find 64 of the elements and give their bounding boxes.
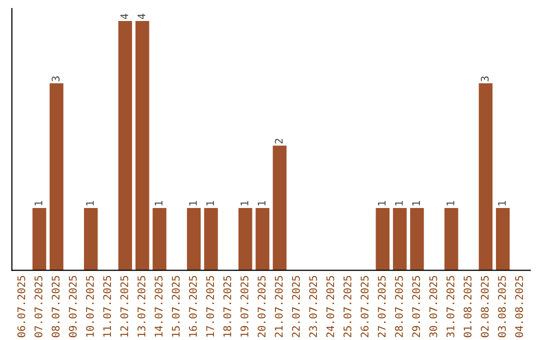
x-tick-label: 06.07.2025 (17, 276, 26, 338)
x-tick-label: 11.07.2025 (103, 276, 112, 337)
bar (186, 208, 201, 270)
data-label: 2 (274, 138, 283, 144)
x-tick-label: 28.07.2025 (394, 276, 403, 338)
data-label: 3 (480, 76, 489, 82)
x-tick-label: 27.07.2025 (378, 276, 386, 338)
x-tick-label: 23.07.2025 (309, 276, 318, 338)
bar (32, 208, 46, 270)
bar (135, 20, 150, 270)
data-label: 1 (378, 201, 386, 206)
bar (478, 83, 493, 270)
bar (238, 208, 252, 270)
x-tick-label: 12.07.2025 (120, 276, 128, 337)
x-tick-label: 01.08.2025 (464, 276, 472, 338)
x-tick-label: 13.07.2025 (138, 276, 146, 337)
x-tick-label: 04.08.2025 (515, 276, 524, 338)
bar (84, 208, 98, 270)
x-tick-label: 26.07.2025 (360, 276, 369, 338)
bar (392, 208, 407, 270)
data-label: 1 (395, 201, 403, 206)
x-tick-label: 19.07.2025 (240, 276, 248, 337)
x-tick-label: 24.07.2025 (326, 276, 334, 338)
x-tick-label: 07.07.2025 (34, 276, 42, 338)
data-label: 4 (138, 14, 146, 20)
x-tick-label: 20.07.2025 (258, 276, 266, 338)
x-tick-label: 21.07.2025 (274, 276, 283, 338)
bar (496, 208, 510, 270)
bar (204, 208, 218, 270)
bar (50, 83, 64, 270)
bar (152, 208, 166, 270)
x-tick-label: 10.07.2025 (86, 276, 94, 337)
data-label: 1 (86, 201, 94, 206)
data-label: 1 (240, 201, 248, 206)
bar (376, 208, 390, 270)
x-tick-label: 02.08.2025 (480, 276, 489, 338)
x-tick-label: 17.07.2025 (206, 276, 214, 337)
x-tick-label: 30.07.2025 (429, 276, 438, 338)
bar (256, 208, 270, 270)
bar (272, 146, 287, 270)
data-label: 1 (258, 201, 266, 206)
data-label: 1 (498, 201, 506, 206)
x-tick-label: 31.07.2025 (446, 276, 454, 338)
data-label: 4 (120, 14, 128, 20)
bar (444, 208, 458, 270)
x-tick-label: 15.07.2025 (172, 276, 180, 337)
data-label: 1 (34, 201, 42, 206)
x-tick-label: 18.07.2025 (223, 276, 232, 337)
data-label: 1 (412, 201, 420, 206)
bar (118, 20, 132, 270)
x-tick-label: 29.07.2025 (412, 276, 420, 338)
data-label: 1 (154, 201, 162, 206)
bar (410, 208, 424, 270)
x-tick-label: 16.07.2025 (189, 276, 197, 337)
x-tick-label: 22.07.2025 (292, 276, 300, 338)
data-label: 1 (206, 201, 214, 206)
x-tick-label: 08.07.2025 (52, 276, 60, 338)
data-label: 3 (52, 76, 60, 82)
data-label: 1 (446, 201, 454, 206)
data-label: 1 (189, 201, 197, 206)
x-tick-label: 09.07.2025 (68, 276, 77, 338)
x-tick-label: 14.07.2025 (154, 276, 163, 337)
x-tick-label: 03.08.2025 (498, 276, 506, 338)
x-tick-label: 25.07.2025 (343, 276, 352, 338)
